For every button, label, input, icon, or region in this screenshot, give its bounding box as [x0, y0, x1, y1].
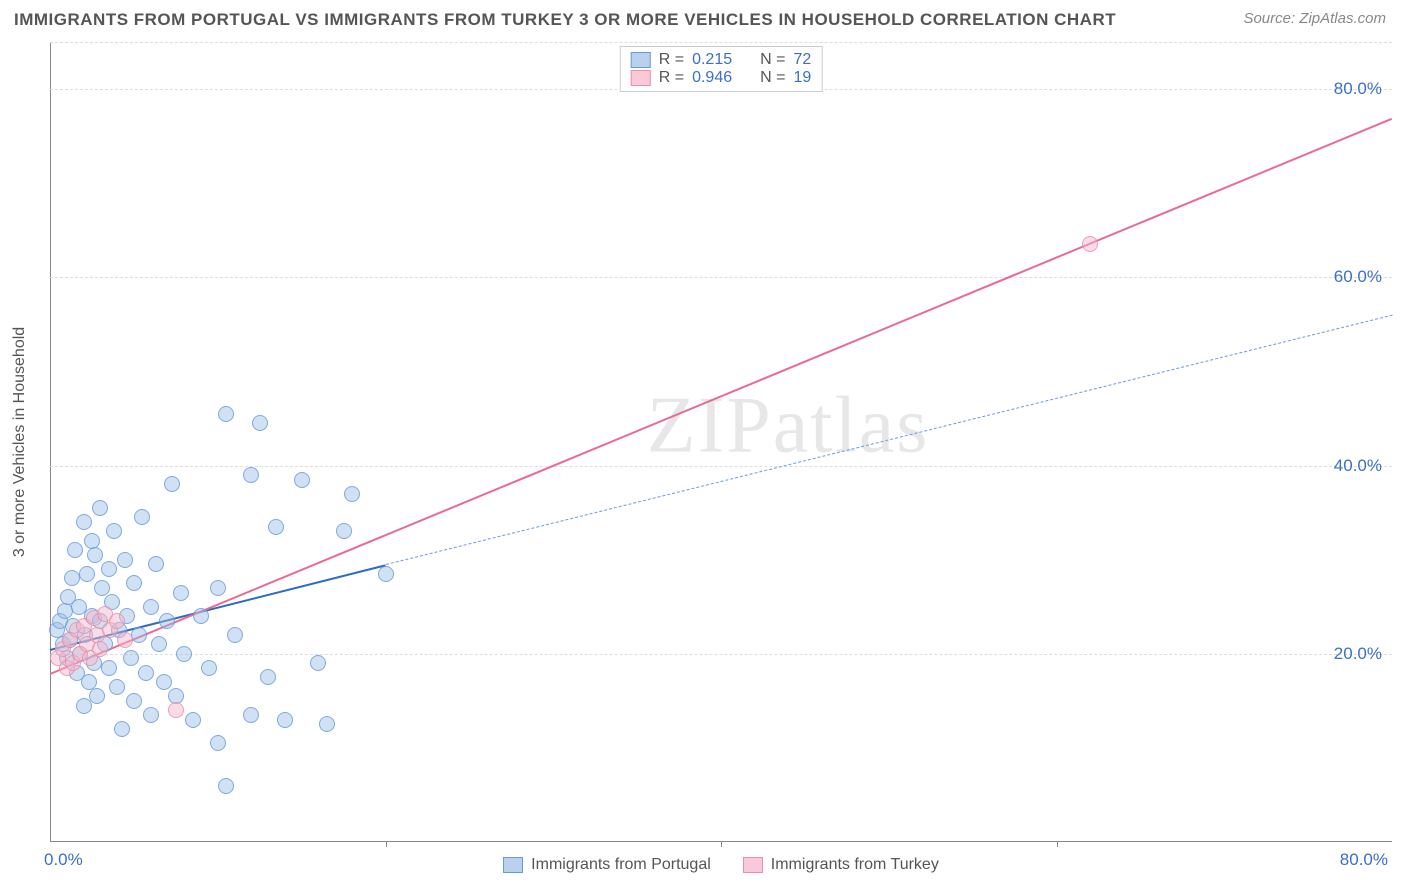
x-tick-mark: [721, 842, 722, 847]
data-point: [218, 778, 234, 794]
legend-stat-row: R = 0.946 N = 19: [631, 69, 812, 87]
regression-line: [385, 315, 1392, 565]
data-point: [159, 613, 175, 629]
chart-area: 3 or more Vehicles in Household 0.0% 80.…: [50, 42, 1392, 842]
y-tick-label: 20.0%: [1334, 644, 1382, 664]
data-point: [109, 613, 125, 629]
data-point: [164, 476, 180, 492]
data-point: [151, 636, 167, 652]
data-point: [76, 514, 92, 530]
data-point: [87, 547, 103, 563]
data-point: [126, 575, 142, 591]
legend-series-item: Immigrants from Portugal: [503, 856, 711, 874]
data-point: [227, 627, 243, 643]
n-value: 19: [793, 69, 811, 87]
data-point: [156, 674, 172, 690]
data-point: [268, 519, 284, 535]
legend-stats: R = 0.215 N = 72 R = 0.946 N = 19: [620, 46, 823, 92]
data-point: [148, 556, 164, 572]
x-tick-mark: [386, 842, 387, 847]
data-point: [1082, 236, 1098, 252]
data-point: [310, 655, 326, 671]
data-point: [117, 552, 133, 568]
n-label: N =: [760, 51, 785, 69]
data-point: [94, 580, 110, 596]
chart-title: IMMIGRANTS FROM PORTUGAL VS IMMIGRANTS F…: [14, 10, 1116, 30]
legend-swatch: [503, 857, 523, 873]
data-point: [185, 712, 201, 728]
data-point: [218, 406, 234, 422]
data-point: [117, 632, 133, 648]
data-point: [294, 472, 310, 488]
r-value: 0.946: [692, 69, 732, 87]
data-point: [344, 486, 360, 502]
data-point: [319, 716, 335, 732]
data-point: [201, 660, 217, 676]
data-point: [252, 415, 268, 431]
data-point: [109, 679, 125, 695]
data-point: [126, 693, 142, 709]
n-label: N =: [760, 69, 785, 87]
data-point: [138, 665, 154, 681]
data-point: [143, 707, 159, 723]
r-value: 0.215: [692, 51, 732, 69]
data-point: [277, 712, 293, 728]
data-point: [67, 542, 83, 558]
data-point: [378, 566, 394, 582]
gridline: [50, 654, 1392, 655]
legend-swatch: [631, 52, 651, 68]
data-point: [114, 721, 130, 737]
data-point: [168, 702, 184, 718]
legend-series-item: Immigrants from Turkey: [743, 856, 939, 874]
data-point: [106, 523, 122, 539]
data-point: [260, 669, 276, 685]
data-point: [92, 641, 108, 657]
data-point: [101, 660, 117, 676]
data-point: [210, 735, 226, 751]
y-tick-label: 60.0%: [1334, 267, 1382, 287]
y-axis: [50, 42, 51, 842]
legend-series: Immigrants from Portugal Immigrants from …: [50, 856, 1392, 874]
legend-swatch: [631, 70, 651, 86]
data-point: [89, 688, 105, 704]
gridline: [50, 42, 1392, 43]
legend-series-label: Immigrants from Portugal: [531, 856, 711, 874]
data-point: [243, 467, 259, 483]
data-point: [92, 500, 108, 516]
legend-series-label: Immigrants from Turkey: [771, 856, 939, 874]
data-point: [101, 561, 117, 577]
data-point: [123, 650, 139, 666]
x-tick-mark: [1057, 842, 1058, 847]
r-label: R =: [659, 51, 684, 69]
regression-line: [50, 117, 1393, 674]
watermark: ZIPatlas: [647, 381, 930, 472]
data-point: [210, 580, 226, 596]
y-axis-label: 3 or more Vehicles in Household: [11, 327, 29, 557]
y-tick-label: 80.0%: [1334, 79, 1382, 99]
data-point: [134, 509, 150, 525]
r-label: R =: [659, 69, 684, 87]
data-point: [243, 707, 259, 723]
legend-swatch: [743, 857, 763, 873]
plot-region: 3 or more Vehicles in Household 0.0% 80.…: [50, 42, 1392, 842]
gridline: [50, 277, 1392, 278]
data-point: [143, 599, 159, 615]
data-point: [173, 585, 189, 601]
data-point: [176, 646, 192, 662]
data-point: [64, 570, 80, 586]
n-value: 72: [793, 51, 811, 69]
data-point: [336, 523, 352, 539]
data-point: [79, 566, 95, 582]
data-point: [193, 608, 209, 624]
source-label: Source: ZipAtlas.com: [1243, 10, 1386, 27]
y-tick-label: 40.0%: [1334, 456, 1382, 476]
legend-stat-row: R = 0.215 N = 72: [631, 51, 812, 69]
